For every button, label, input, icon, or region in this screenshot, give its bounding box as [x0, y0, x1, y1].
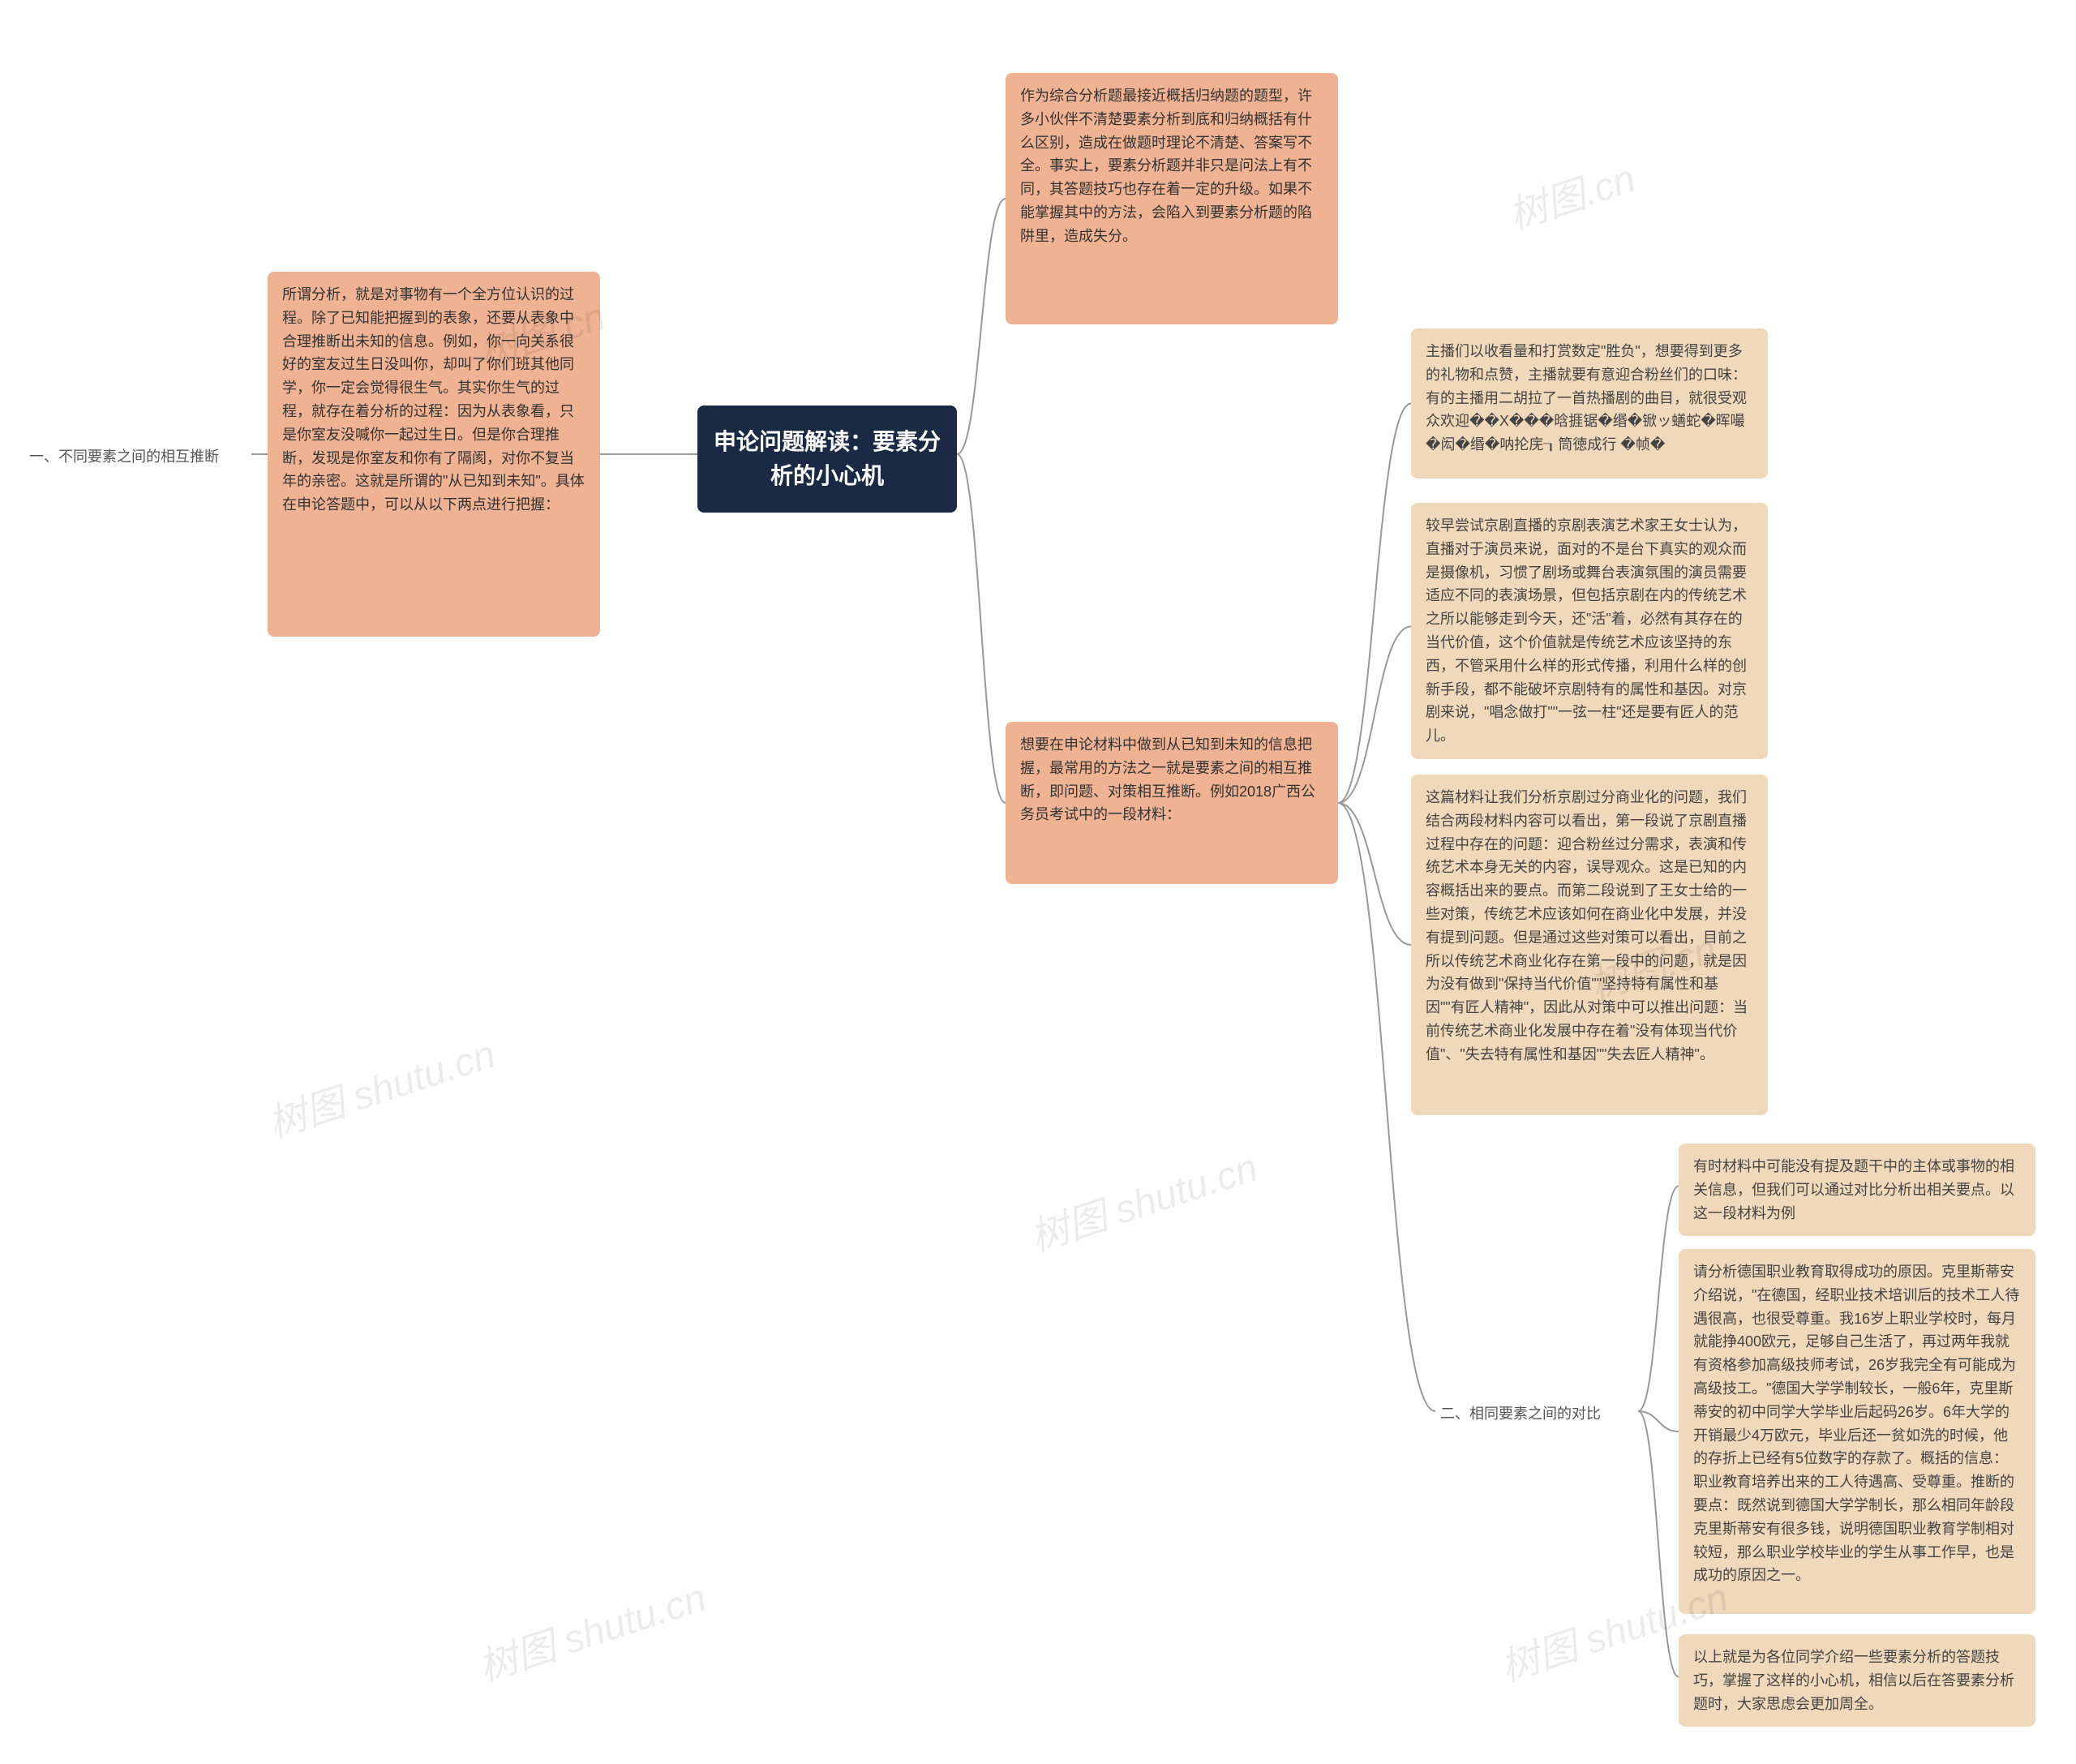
mindmap-node-sub_a[interactable]: 主播们以收看量和打赏数定"胜负"，想要得到更多的礼物和点赞，主播就要有意迎合粉丝…: [1411, 328, 1768, 479]
mindmap-node-sub_e[interactable]: 请分析德国职业教育取得成功的原因。克里斯蒂安介绍说，"在德国，经职业技术培训后的…: [1679, 1249, 2035, 1614]
watermark-text: 树图 shutu.cn: [260, 1022, 501, 1148]
mindmap-node-root[interactable]: 申论问题解读：要素分析的小心机: [697, 406, 957, 513]
mindmap-node-sub_b[interactable]: 较早尝试京剧直播的京剧表演艺术家王女士认为，直播对于演员来说，面对的不是台下真实…: [1411, 503, 1768, 759]
mindmap-node-sec2_label[interactable]: 二、相同要素之间的对比: [1435, 1399, 1638, 1429]
connector-sec2_label-sub_f: [1638, 1411, 1679, 1677]
mindmap-node-left_label[interactable]: 一、不同要素之间的相互推断: [24, 442, 251, 472]
mindmap-node-sub_f[interactable]: 以上就是为各位同学介绍一些要素分析的答题技巧，掌握了这样的小心机，相信以后在答要…: [1679, 1634, 2035, 1727]
mindmap-node-right_top[interactable]: 作为综合分析题最接近概括归纳题的题型，许多小伙伴不清楚要素分析到底和归纳概括有什…: [1006, 73, 1338, 324]
mindmap-node-left_text[interactable]: 所谓分析，就是对事物有一个全方位认识的过程。除了已知能把握到的表象，还要从表象中…: [268, 272, 600, 637]
mindmap-node-sub_c[interactable]: 这篇材料让我们分析京剧过分商业化的问题，我们结合两段材料内容可以看出，第一段说了…: [1411, 775, 1768, 1115]
mindmap-node-right_mid[interactable]: 想要在申论材料中做到从已知到未知的信息把握，最常用的方法之一就是要素之间的相互推…: [1006, 722, 1338, 884]
connector-sec2_label-sub_d: [1638, 1187, 1679, 1412]
connector-root-right_mid: [957, 454, 1006, 803]
mindmap-node-sub_d[interactable]: 有时材料中可能没有提及题干中的主体或事物的相关信息，但我们可以通过对比分析出相关…: [1679, 1144, 2035, 1236]
watermark-text: 树图 shutu.cn: [470, 1565, 712, 1692]
connector-right_mid-sub_c: [1338, 803, 1411, 945]
connector-root-right_top: [957, 199, 1006, 454]
connector-right_mid-sub_a: [1338, 404, 1411, 804]
connector-sec2_label-sub_e: [1638, 1411, 1679, 1431]
connector-right_mid-sub_b: [1338, 627, 1411, 804]
watermark-text: 树图.cn: [1500, 147, 1641, 241]
watermark-text: 树图 shutu.cn: [1022, 1135, 1263, 1262]
